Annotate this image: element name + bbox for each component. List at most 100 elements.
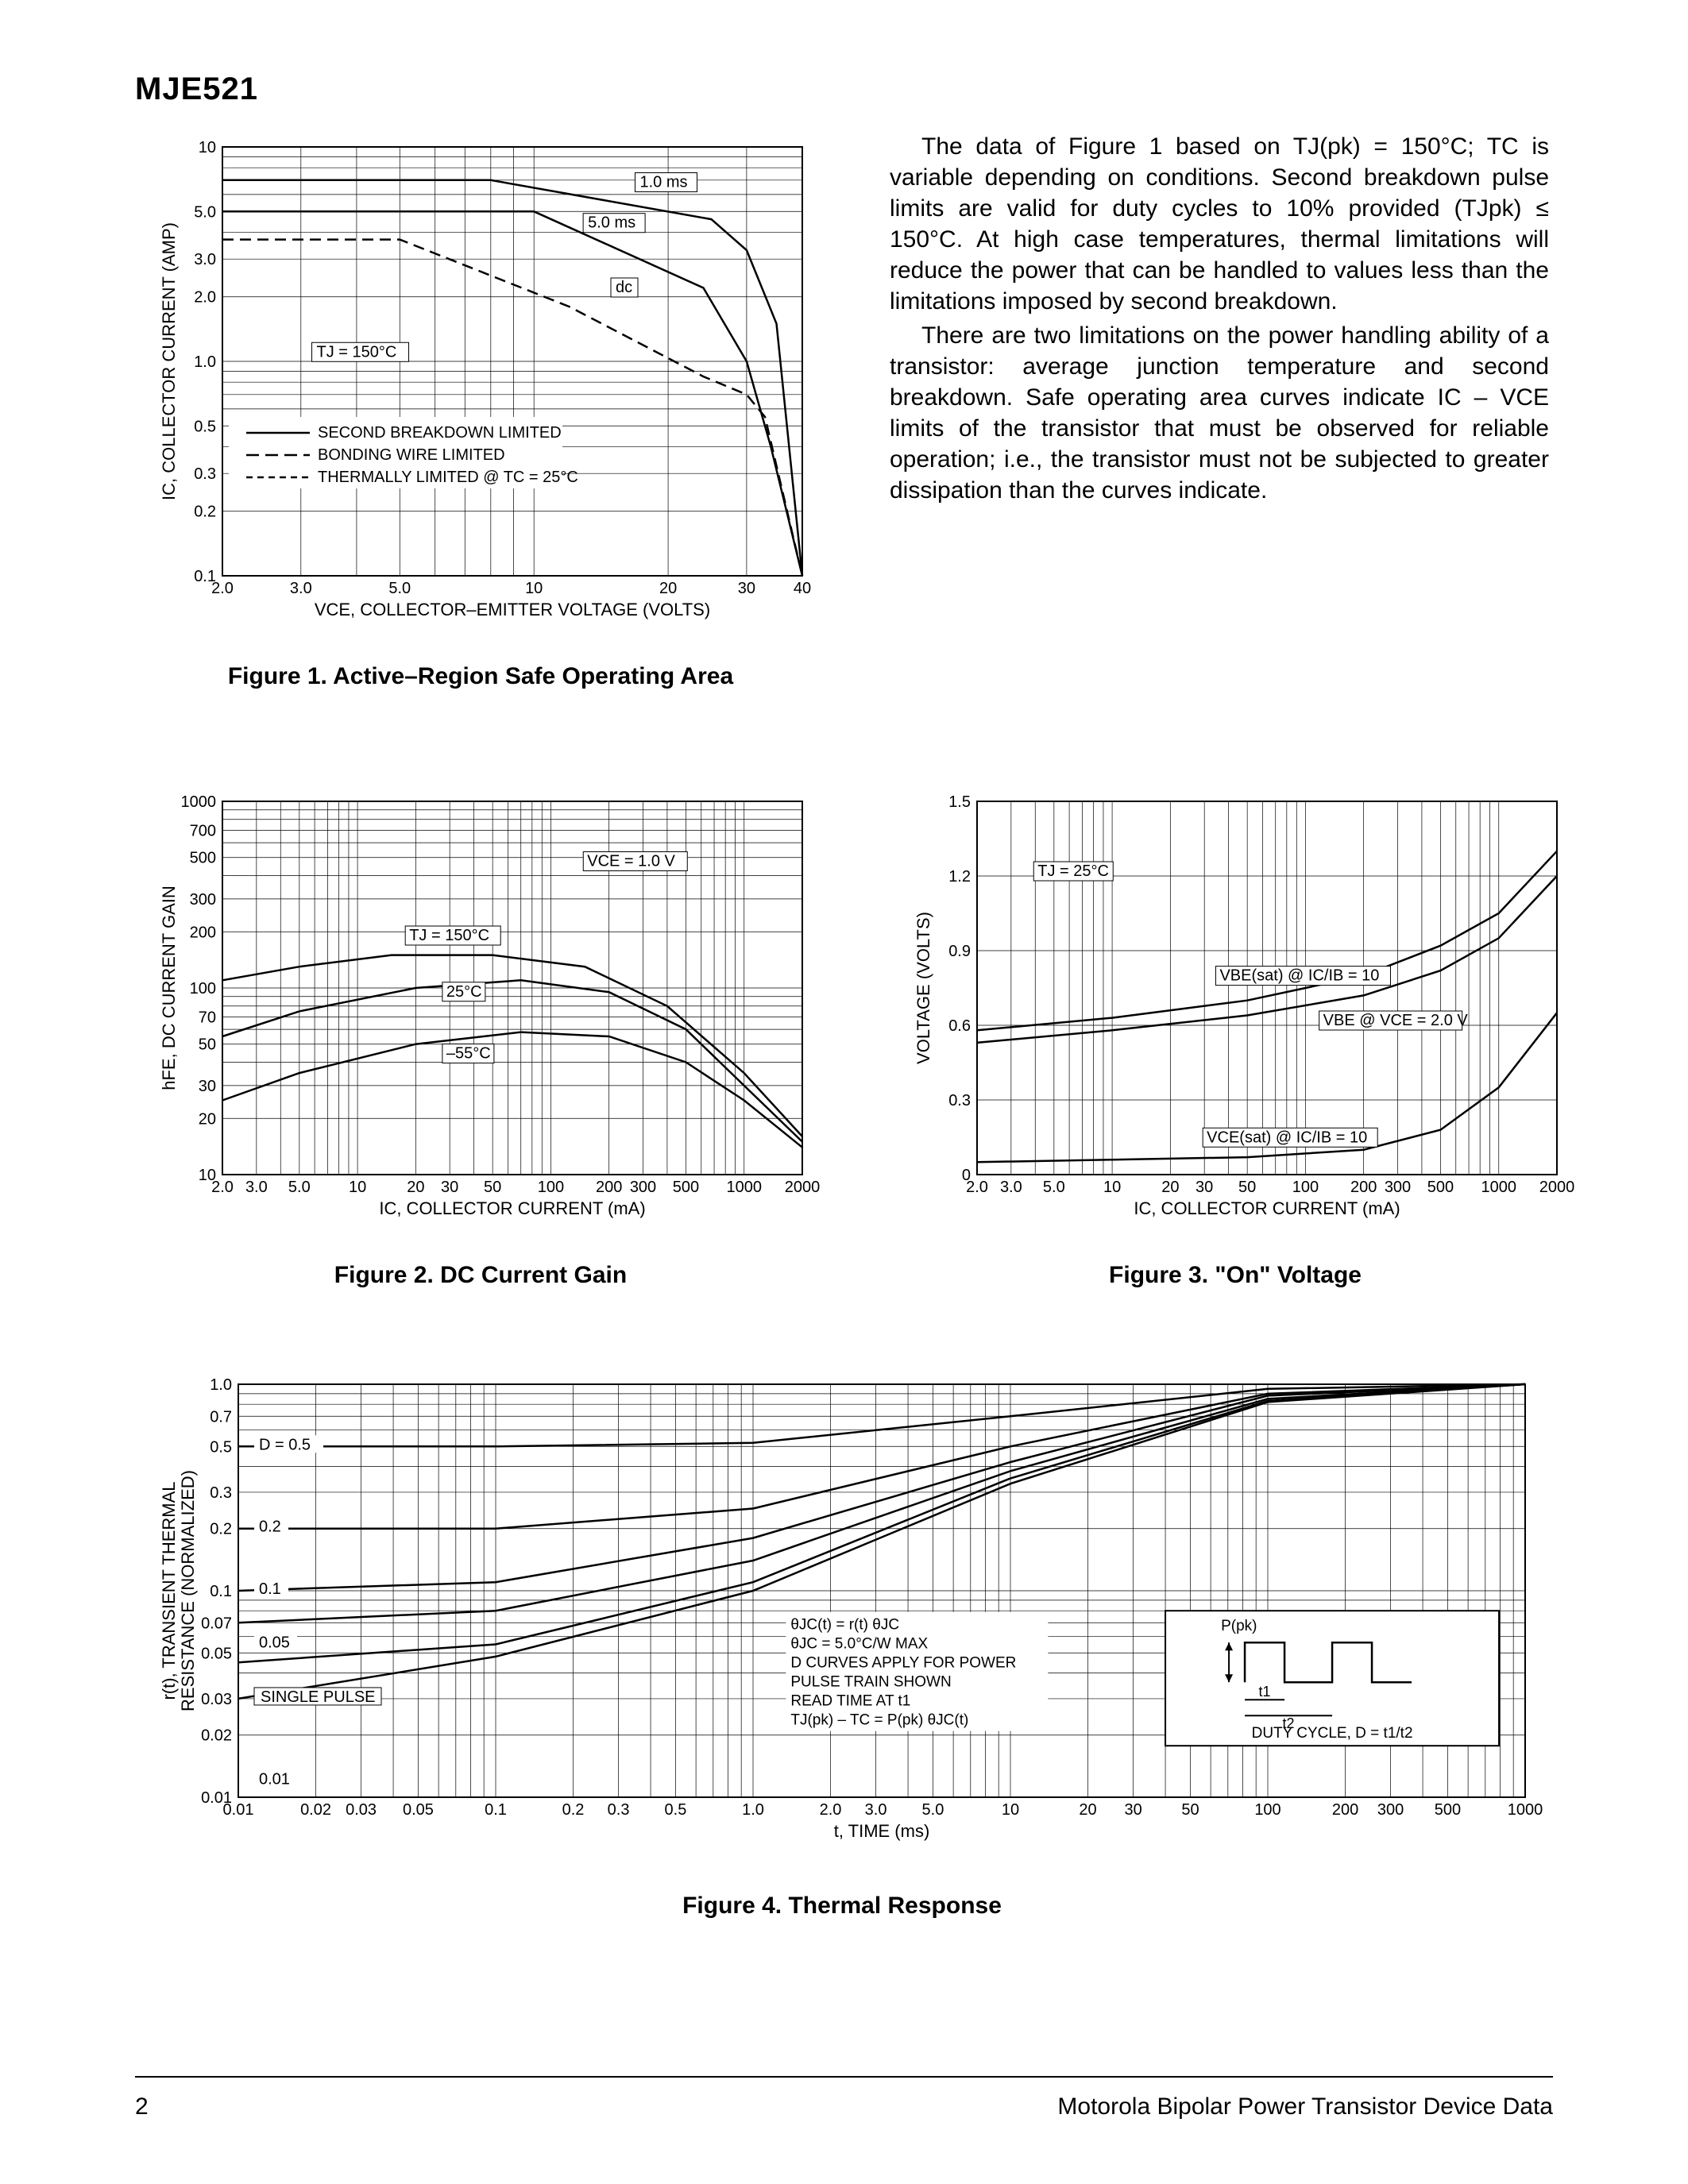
svg-text:1000: 1000 — [181, 793, 217, 811]
svg-text:3.0: 3.0 — [290, 580, 312, 597]
svg-text:5.0: 5.0 — [922, 1801, 944, 1819]
svg-text:t1: t1 — [1259, 1684, 1271, 1700]
svg-text:IC, COLLECTOR CURRENT (mA): IC, COLLECTOR CURRENT (mA) — [1134, 1198, 1400, 1218]
svg-text:500: 500 — [673, 1179, 699, 1196]
svg-text:0.2: 0.2 — [194, 504, 216, 521]
svg-text:5.0 ms: 5.0 ms — [588, 214, 635, 232]
svg-text:100: 100 — [538, 1179, 564, 1196]
svg-text:THERMALLY LIMITED @ TC = 25°C: THERMALLY LIMITED @ TC = 25°C — [318, 469, 578, 486]
svg-text:30: 30 — [199, 1078, 216, 1095]
svg-text:0.7: 0.7 — [210, 1408, 232, 1426]
svg-text:1.5: 1.5 — [948, 793, 971, 811]
svg-text:2.0: 2.0 — [194, 289, 216, 307]
svg-text:RESISTANCE (NORMALIZED): RESISTANCE (NORMALIZED) — [178, 1470, 198, 1711]
paragraph-2: There are two limitations on the power h… — [890, 320, 1549, 506]
svg-text:θJC = 5.0°C/W MAX: θJC = 5.0°C/W MAX — [790, 1636, 928, 1653]
svg-text:0.01: 0.01 — [201, 1789, 232, 1807]
svg-text:300: 300 — [190, 891, 216, 909]
svg-text:30: 30 — [1196, 1179, 1213, 1196]
svg-text:VBE(sat) @ IC/IB = 10: VBE(sat) @ IC/IB = 10 — [1219, 967, 1379, 985]
svg-text:40: 40 — [794, 580, 811, 597]
svg-text:10: 10 — [1103, 1179, 1121, 1196]
svg-text:200: 200 — [190, 924, 216, 941]
svg-text:500: 500 — [1435, 1801, 1461, 1819]
svg-text:TJ = 25°C: TJ = 25°C — [1037, 862, 1109, 880]
svg-text:70: 70 — [199, 1009, 216, 1026]
svg-text:D CURVES APPLY FOR POWER: D CURVES APPLY FOR POWER — [790, 1655, 1016, 1672]
svg-text:5.0: 5.0 — [194, 203, 216, 221]
footer-text: Motorola Bipolar Power Transistor Device… — [1057, 2093, 1553, 2120]
svg-text:25°C: 25°C — [446, 983, 482, 1001]
svg-text:20: 20 — [659, 580, 677, 597]
svg-text:hFE, DC CURRENT GAIN: hFE, DC CURRENT GAIN — [159, 886, 179, 1090]
svg-text:10: 10 — [199, 1167, 216, 1184]
svg-text:D = 0.5: D = 0.5 — [259, 1436, 311, 1453]
svg-text:0.9: 0.9 — [948, 943, 971, 960]
svg-text:50: 50 — [484, 1179, 501, 1196]
svg-text:1.0 ms: 1.0 ms — [639, 174, 687, 191]
svg-text:READ TIME AT t1: READ TIME AT t1 — [790, 1693, 910, 1710]
svg-text:200: 200 — [596, 1179, 622, 1196]
svg-text:dc: dc — [616, 279, 632, 296]
svg-text:200: 200 — [1350, 1179, 1377, 1196]
fig2-chart: 2.03.05.01020305010020030050010002000102… — [135, 785, 826, 1238]
svg-text:10: 10 — [199, 139, 216, 156]
svg-text:0.01: 0.01 — [259, 1770, 290, 1788]
part-number-header: MJE521 — [135, 71, 1553, 107]
svg-text:5.0: 5.0 — [1043, 1179, 1065, 1196]
svg-text:–55°C: –55°C — [446, 1045, 491, 1063]
svg-text:PULSE TRAIN SHOWN: PULSE TRAIN SHOWN — [790, 1674, 951, 1691]
fig1-caption: Figure 1. Active–Region Safe Operating A… — [135, 663, 826, 690]
svg-text:0.5: 0.5 — [210, 1438, 232, 1456]
svg-text:1.2: 1.2 — [948, 868, 971, 886]
svg-text:50: 50 — [1181, 1801, 1199, 1819]
fig4-caption: Figure 4. Thermal Response — [135, 1893, 1549, 1920]
paragraph-1: The data of Figure 1 based on TJ(pk) = 1… — [890, 131, 1549, 317]
fig1-chart: 2.03.05.0102030400.10.20.30.51.02.03.05.… — [135, 131, 826, 639]
svg-text:TJ = 150°C: TJ = 150°C — [409, 927, 489, 944]
svg-text:0.2: 0.2 — [210, 1521, 232, 1538]
svg-text:0.02: 0.02 — [300, 1801, 331, 1819]
svg-text:0.5: 0.5 — [194, 418, 216, 435]
svg-text:700: 700 — [190, 822, 216, 839]
svg-text:VCE, COLLECTOR–EMITTER VOLTAGE: VCE, COLLECTOR–EMITTER VOLTAGE (VOLTS) — [315, 600, 710, 619]
svg-text:0.03: 0.03 — [346, 1801, 377, 1819]
svg-text:TJ(pk) – TC = P(pk) θJC(t): TJ(pk) – TC = P(pk) θJC(t) — [790, 1712, 968, 1729]
svg-text:0.3: 0.3 — [194, 465, 216, 483]
svg-text:0.1: 0.1 — [259, 1580, 281, 1598]
svg-text:0.05: 0.05 — [201, 1645, 232, 1662]
svg-text:IC, COLLECTOR CURRENT (AMP): IC, COLLECTOR CURRENT (AMP) — [159, 222, 179, 500]
svg-text:0.6: 0.6 — [948, 1017, 971, 1035]
svg-text:P(pk): P(pk) — [1221, 1618, 1257, 1634]
svg-text:0.3: 0.3 — [210, 1484, 232, 1502]
fig3-chart: 2.03.05.0102030501002003005001000200000.… — [890, 785, 1581, 1238]
svg-text:0.1: 0.1 — [194, 568, 216, 585]
svg-text:20: 20 — [1161, 1179, 1179, 1196]
svg-text:3.0: 3.0 — [245, 1179, 268, 1196]
svg-text:TJ = 150°C: TJ = 150°C — [317, 343, 397, 361]
svg-text:VOLTAGE (VOLTS): VOLTAGE (VOLTS) — [914, 912, 933, 1064]
svg-text:VCE(sat) @ IC/IB = 10: VCE(sat) @ IC/IB = 10 — [1207, 1129, 1367, 1146]
svg-text:50: 50 — [1238, 1179, 1256, 1196]
svg-text:1000: 1000 — [1481, 1179, 1516, 1196]
svg-text:0.1: 0.1 — [210, 1583, 232, 1600]
svg-text:3.0: 3.0 — [194, 251, 216, 268]
svg-text:200: 200 — [1332, 1801, 1358, 1819]
svg-text:3.0: 3.0 — [865, 1801, 887, 1819]
svg-text:0.3: 0.3 — [608, 1801, 630, 1819]
svg-text:50: 50 — [199, 1036, 216, 1054]
svg-text:30: 30 — [1124, 1801, 1141, 1819]
svg-text:1.0: 1.0 — [742, 1801, 764, 1819]
svg-text:2000: 2000 — [785, 1179, 821, 1196]
svg-text:1.0: 1.0 — [210, 1376, 232, 1394]
svg-text:0: 0 — [962, 1167, 971, 1184]
svg-text:5.0: 5.0 — [388, 580, 411, 597]
svg-text:20: 20 — [1079, 1801, 1096, 1819]
svg-text:VCE = 1.0 V: VCE = 1.0 V — [587, 852, 675, 870]
svg-text:500: 500 — [190, 850, 216, 867]
svg-text:30: 30 — [738, 580, 755, 597]
svg-text:100: 100 — [1254, 1801, 1280, 1819]
page-footer: 2 Motorola Bipolar Power Transistor Devi… — [135, 2076, 1553, 2120]
svg-text:0.05: 0.05 — [403, 1801, 434, 1819]
svg-text:r(t), TRANSIENT THERMAL: r(t), TRANSIENT THERMAL — [159, 1481, 179, 1700]
